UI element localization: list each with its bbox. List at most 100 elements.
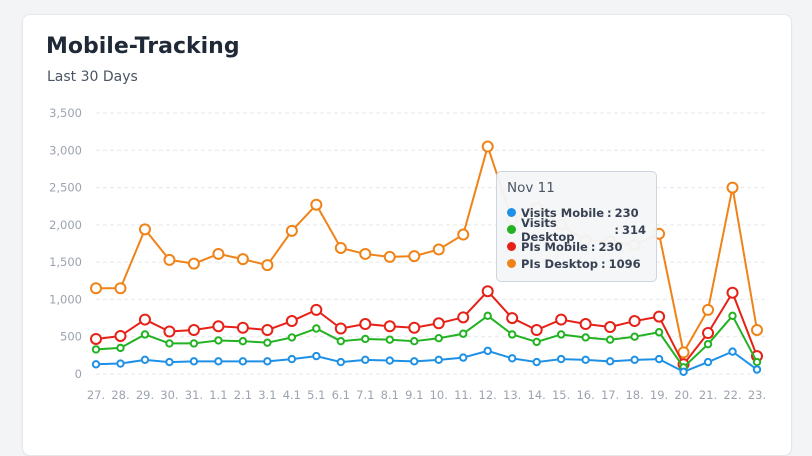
data-point-pis-desktop: [481, 140, 494, 153]
x-tick-label: 20.: [674, 388, 692, 402]
data-point-visits-mobile: [630, 355, 639, 365]
data-point-visits-desktop: [605, 335, 615, 344]
data-point-pis-desktop: [114, 282, 127, 295]
data-point-pis-desktop: [383, 250, 396, 263]
x-tick-label: 10.: [430, 388, 448, 402]
tooltip-row-value: 230: [598, 239, 623, 254]
data-point-pis-desktop: [261, 259, 274, 272]
data-point-visits-desktop: [703, 339, 713, 349]
data-point-pis-desktop: [751, 324, 763, 337]
series-line-visits-mobile: [95, 349, 758, 373]
x-tick-label: 12.: [479, 388, 497, 402]
data-point-visits-desktop: [434, 334, 443, 343]
chart-subtitle: Last 30 Days: [47, 69, 138, 85]
x-tick-label: 13.: [503, 388, 521, 402]
data-point-pis-mobile: [408, 321, 421, 334]
y-tick-label: 1,000: [49, 292, 82, 306]
y-tick-label: 0: [75, 367, 82, 381]
tooltip-row: PIs Mobile:230: [507, 238, 646, 255]
data-point-visits-desktop: [140, 330, 150, 339]
data-point-visits-desktop: [91, 345, 101, 354]
data-point-pis-mobile: [310, 303, 323, 316]
data-point-visits-mobile: [385, 356, 394, 365]
tooltip-row-separator: :: [590, 239, 596, 254]
tooltip-row-value: 314: [621, 222, 646, 237]
data-point-visits-mobile: [434, 355, 443, 365]
y-tick-label: 2,500: [49, 181, 82, 195]
data-point-visits-mobile: [361, 355, 370, 365]
data-point-pis-mobile: [261, 324, 274, 337]
data-point-visits-mobile: [728, 347, 737, 356]
y-tick-label: 3,000: [49, 143, 82, 157]
x-tick-label: 3.1: [258, 388, 276, 402]
data-point-pis-desktop: [408, 250, 421, 263]
data-point-pis-mobile: [383, 320, 396, 333]
data-point-pis-desktop: [310, 198, 323, 211]
data-point-visits-desktop: [116, 343, 125, 353]
data-point-visits-desktop: [287, 333, 297, 342]
tooltip-row: Visits Desktop:314: [507, 216, 646, 244]
legend-dot-icon: [507, 208, 516, 217]
x-tick-label: 29.: [136, 388, 154, 402]
data-point-pis-mobile: [628, 315, 641, 328]
data-point-visits-mobile: [581, 355, 590, 365]
data-point-pis-mobile: [138, 313, 151, 326]
legend-dot-icon: [507, 225, 516, 234]
x-tick-label: 19.: [650, 388, 668, 402]
data-point-visits-desktop: [556, 330, 566, 339]
y-tick-label: 2,000: [49, 218, 82, 232]
y-tick-label: 3,500: [49, 106, 82, 120]
x-tick-label: 31.: [185, 388, 203, 402]
data-point-pis-mobile: [212, 320, 225, 333]
data-point-pis-mobile: [334, 322, 347, 335]
x-tick-label: 18.: [625, 388, 643, 402]
data-point-visits-desktop: [238, 336, 248, 346]
data-point-pis-mobile: [359, 318, 372, 331]
data-point-pis-mobile: [726, 286, 739, 299]
data-point-pis-desktop: [457, 228, 470, 241]
series-line-visits-desktop: [95, 314, 758, 369]
data-point-visits-desktop: [630, 332, 639, 341]
tooltip-row-separator: :: [614, 222, 619, 237]
data-point-pis-mobile: [432, 317, 445, 330]
data-point-pis-desktop: [726, 181, 739, 194]
data-point-visits-desktop: [654, 328, 664, 337]
x-tick-label: 4.1: [283, 388, 301, 402]
x-tick-label: 14.: [528, 388, 546, 402]
tooltip-row-label: Visits Mobile: [521, 205, 605, 220]
tooltip-row-label: Visits Desktop: [521, 215, 575, 244]
data-point-visits-mobile: [459, 353, 468, 362]
x-tick-label: 6.1: [332, 388, 350, 402]
data-point-pis-mobile: [114, 329, 127, 342]
data-point-pis-desktop: [90, 282, 102, 295]
data-point-visits-mobile: [507, 354, 517, 363]
data-point-pis-desktop: [187, 257, 200, 270]
data-point-visits-desktop: [752, 357, 762, 367]
data-point-visits-mobile: [483, 346, 492, 356]
data-point-pis-mobile: [506, 312, 519, 325]
tooltip-row: PIs Desktop:1096: [507, 255, 646, 272]
data-point-visits-desktop: [410, 336, 419, 346]
x-tick-label: 30.: [160, 388, 178, 402]
tooltip-title: Nov 11: [507, 180, 555, 196]
x-tick-label: 8.1: [381, 388, 399, 402]
tooltip-row-separator: :: [607, 205, 612, 220]
data-point-pis-mobile: [285, 315, 298, 328]
data-point-visits-desktop: [214, 336, 223, 345]
data-point-pis-mobile: [604, 321, 617, 334]
data-point-pis-desktop: [702, 303, 715, 316]
data-point-visits-mobile: [238, 357, 248, 366]
data-point-visits-mobile: [336, 357, 346, 367]
data-point-visits-mobile: [703, 357, 713, 367]
tooltip-rows: Visits Mobile:230 Visits Desktop:314 PIs M…: [507, 204, 646, 272]
series-line-pis-mobile: [95, 290, 758, 366]
data-point-visits-mobile: [679, 367, 688, 376]
data-point-visits-desktop: [385, 335, 394, 344]
data-point-pis-mobile: [163, 325, 176, 338]
data-point-visits-mobile: [165, 357, 174, 367]
data-point-visits-mobile: [116, 359, 125, 368]
data-point-visits-mobile: [654, 354, 664, 364]
y-tick-label: 500: [60, 330, 82, 344]
tooltip-row-value: 230: [614, 205, 639, 220]
data-point-pis-mobile: [653, 310, 666, 323]
